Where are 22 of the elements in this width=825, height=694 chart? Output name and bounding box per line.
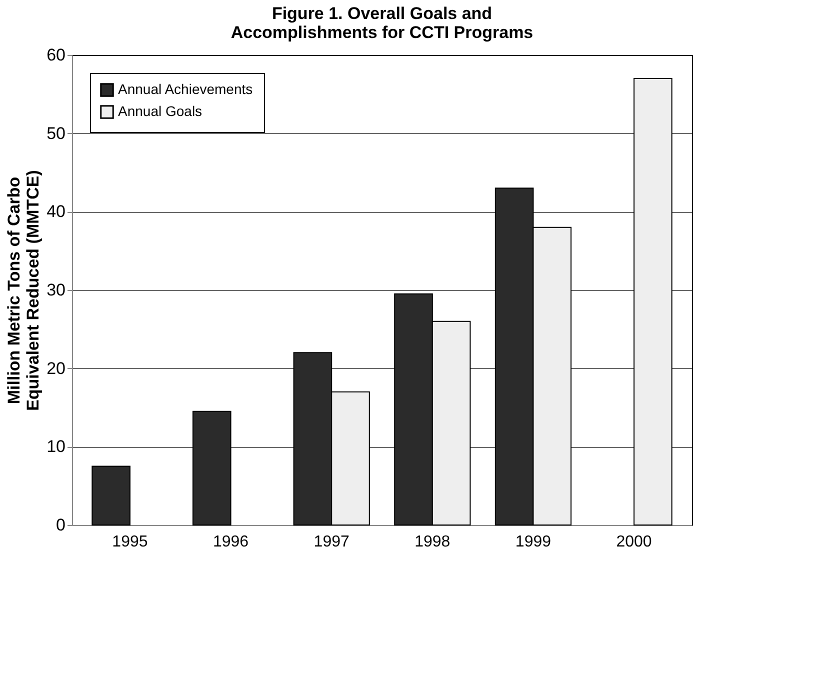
y-tick-label: 50 [46,124,66,143]
x-tick-label: 1997 [314,534,350,550]
legend-label: Annual Goals [118,103,202,119]
y-tick-label: 30 [46,280,66,300]
x-tick-label: 1999 [515,534,552,550]
legend-label: Annual Achievements [118,81,253,97]
bar [192,410,232,526]
y-tick-label: 10 [46,437,66,456]
x-tick-label: 1998 [414,534,450,550]
y-tick-label: 40 [46,202,66,222]
text: Figure 1. Overall Goals and [272,4,492,23]
y-tick-label: 20 [46,358,66,378]
y-tick-label: 0 [56,516,66,534]
x-tick-label: 1995 [112,534,148,550]
text: Accomplishments for CCTI Programs [230,23,534,42]
text: Million Metric Tons of Carbo [4,176,24,404]
text: Equivalent Reduced (MMTCE) [24,170,43,411]
bar [634,78,672,526]
y-tick-label: 60 [46,46,66,64]
x-tick-label: 2000 [616,534,652,550]
bar [92,466,130,526]
x-tick-label: 1996 [212,534,249,550]
